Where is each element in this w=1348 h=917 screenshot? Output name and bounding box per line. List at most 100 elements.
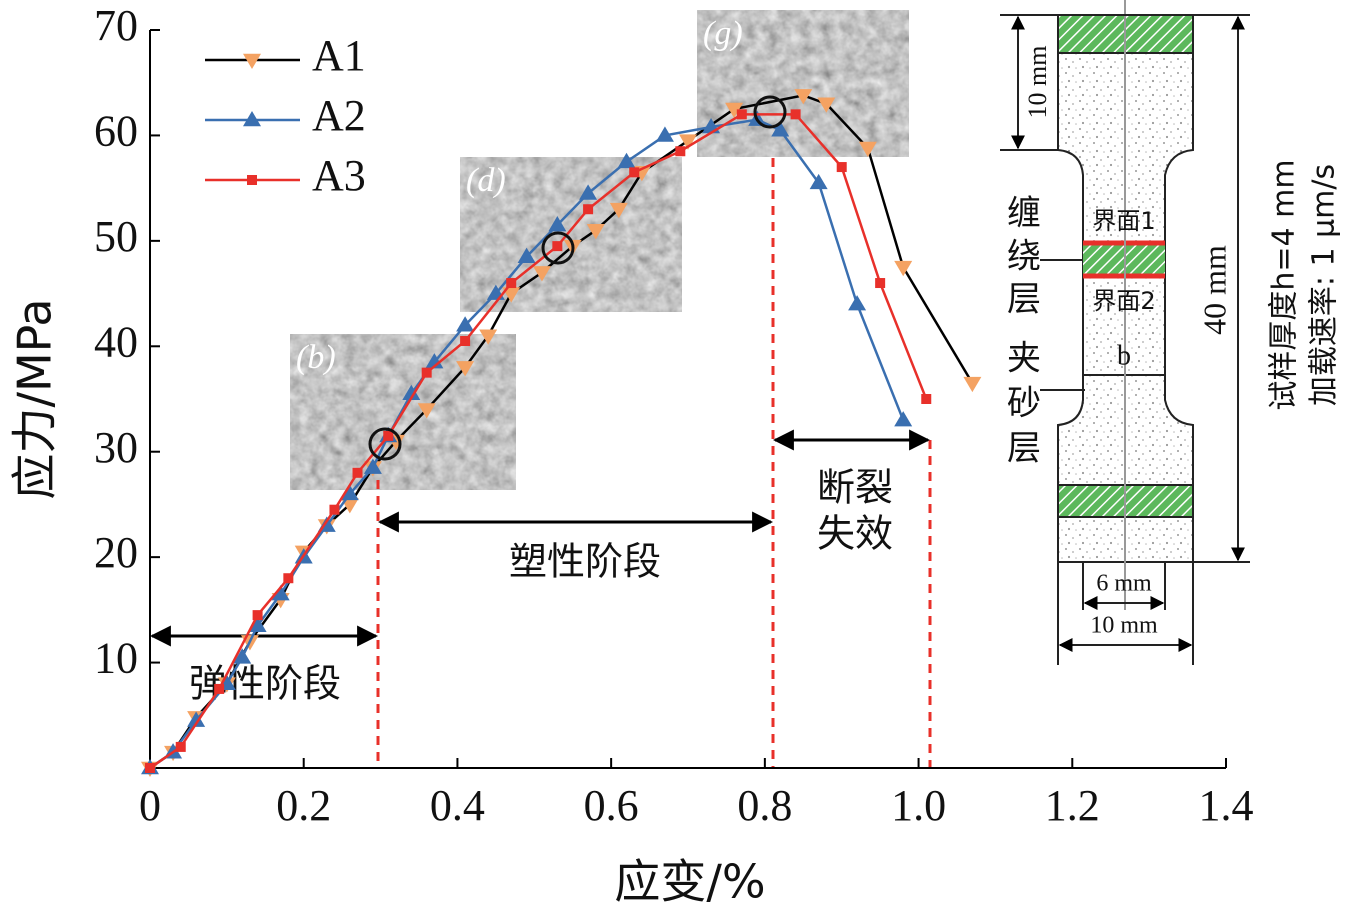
marker (517, 247, 536, 263)
label: 夹 (1007, 339, 1041, 379)
highlight (368, 427, 402, 461)
marker (502, 287, 521, 303)
marker (329, 504, 340, 515)
label: 界面1 (1092, 207, 1155, 235)
marker (252, 610, 263, 621)
annotation: 断裂 (817, 466, 893, 510)
marker (479, 329, 498, 345)
diagram-labels: 10 mm 缠 绕 层 界面1 界面2 b 夹 砂 层 40 mm 6 mm 1… (1007, 46, 1342, 639)
marker (586, 224, 605, 240)
marker (417, 403, 436, 419)
marker (894, 411, 913, 427)
dimension-label: 6 mm (1096, 571, 1152, 597)
marker (583, 204, 594, 215)
marker (609, 202, 628, 219)
marker (790, 109, 801, 120)
marker (794, 89, 813, 105)
marker (579, 184, 598, 200)
dimension-label: 10 mm (1090, 613, 1158, 639)
label: 层 (1007, 280, 1041, 320)
dimension-label: 10 mm (1023, 46, 1052, 119)
y-tick-label: 70 (94, 1, 138, 50)
highlight (541, 231, 575, 265)
marker (679, 134, 697, 150)
x-tick-label: 1.0 (891, 781, 946, 830)
x-axis-label: 应变/% (614, 855, 765, 909)
marker (175, 741, 186, 752)
label: 砂 (1007, 384, 1041, 424)
inset-image (460, 157, 682, 312)
x-tick-label: 0 (139, 781, 161, 830)
marker (875, 278, 886, 289)
marker (963, 376, 982, 393)
x-tick-label: 0.6 (584, 781, 639, 830)
label: 界面2 (1092, 287, 1155, 315)
marker (363, 458, 382, 474)
legend-label: A3 (312, 151, 366, 200)
marker (552, 241, 563, 252)
marker (248, 616, 267, 632)
marker (629, 167, 640, 178)
marker (675, 146, 686, 157)
inset-label: (b) (296, 339, 336, 376)
x-tick-label: 0.2 (276, 781, 331, 830)
stage-arrows (149, 429, 931, 647)
legend-label: A2 (312, 91, 366, 140)
marker (809, 173, 828, 190)
x-tick-label: 1.4 (1199, 781, 1254, 830)
marker (506, 278, 517, 289)
inset-image (697, 10, 909, 157)
marker (187, 711, 206, 727)
insets: (b) (d) (g) (290, 10, 909, 490)
marker (402, 384, 421, 401)
legend-marker (247, 175, 257, 185)
marker (848, 295, 867, 311)
marker (836, 162, 847, 173)
marker (771, 121, 790, 137)
marker (532, 266, 551, 282)
x-tick-label: 0.8 (737, 781, 792, 830)
marker (425, 353, 444, 369)
marker (456, 316, 475, 332)
specimen-diagram (1000, 0, 1250, 665)
label: 绕 (1007, 237, 1041, 277)
marker (894, 260, 913, 277)
series-line (149, 113, 928, 770)
note: 加载速率: 1 μm/s (1307, 164, 1342, 406)
inset-label: (g) (703, 15, 743, 52)
marker (340, 484, 359, 501)
marker (271, 585, 290, 601)
y-tick-label: 10 (94, 634, 138, 683)
label: 缠 (1007, 194, 1041, 234)
annotation: 塑性阶段 (509, 540, 661, 584)
highlight-circles (368, 95, 787, 461)
marker (817, 97, 836, 113)
marker (617, 152, 636, 169)
marker (725, 102, 744, 119)
inset-label: (d) (466, 162, 506, 199)
marker (736, 109, 747, 120)
legend-label: A1 (312, 31, 366, 80)
marker (233, 648, 252, 664)
marker (283, 573, 294, 584)
plot-area: 0 0.2 0.4 0.6 0.8 1.0 1.2 1.4 10 20 30 40 50 60 70 A1 A2… (94, 1, 1254, 830)
marker (548, 216, 567, 232)
dimension-label: 40 mm (1196, 245, 1232, 335)
label: b (1117, 340, 1131, 371)
x-tick-label: 0.4 (430, 781, 485, 830)
x-tick-label: 1.2 (1045, 781, 1100, 830)
marker (352, 467, 363, 478)
marker (858, 141, 877, 158)
marker (383, 430, 394, 441)
label: 层 (1007, 429, 1041, 469)
y-tick-label: 40 (94, 317, 138, 366)
legend-marker (243, 53, 261, 69)
marker (145, 763, 155, 773)
marker (655, 126, 674, 142)
marker (214, 683, 225, 694)
note: 试样厚度h=4 mm (1267, 159, 1302, 410)
highlight (753, 95, 787, 129)
y-axis-label: 应力/MPa (8, 298, 62, 499)
y-tick-label: 30 (94, 423, 138, 472)
